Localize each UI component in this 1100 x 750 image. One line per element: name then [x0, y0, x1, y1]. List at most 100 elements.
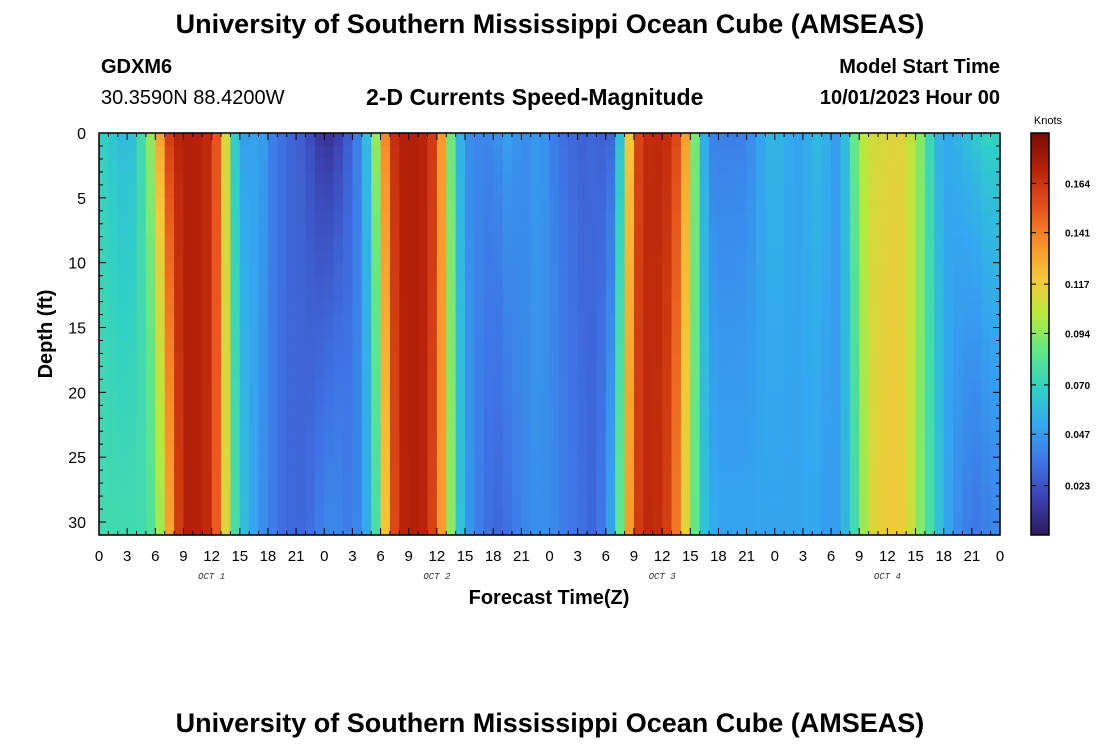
heatmap-cell — [859, 379, 870, 393]
heatmap-cell — [493, 236, 504, 251]
heatmap-cell — [352, 275, 363, 290]
heatmap-cell — [943, 275, 954, 290]
colorbar-tick-label: 0.023 — [1065, 482, 1090, 493]
x-tick-label: 6 — [376, 548, 384, 565]
heatmap-cell — [530, 236, 541, 251]
heatmap-cell — [981, 288, 992, 303]
heatmap-cell — [662, 184, 673, 199]
heatmap-cell — [530, 483, 541, 497]
heatmap-cell — [549, 483, 560, 497]
heatmap-cell — [502, 210, 513, 225]
heatmap-cell — [314, 379, 325, 393]
heatmap-cell — [314, 158, 325, 173]
heatmap-cell — [418, 158, 429, 173]
heatmap-cell — [587, 223, 598, 238]
heatmap-cell — [502, 353, 513, 368]
heatmap-cell — [699, 197, 710, 212]
heatmap-cell — [568, 457, 579, 471]
heatmap-cell — [427, 275, 438, 290]
heatmap-cell — [277, 444, 288, 458]
heatmap-cell — [699, 262, 710, 277]
heatmap-cell — [896, 483, 907, 497]
heatmap-cell — [361, 171, 372, 186]
heatmap-cell — [859, 353, 870, 368]
heatmap-cell — [277, 509, 288, 523]
heatmap-cell — [737, 470, 748, 484]
heatmap-cell — [389, 470, 400, 484]
heatmap-cell — [746, 288, 757, 303]
heatmap-cell — [136, 431, 147, 445]
heatmap-cell — [840, 522, 851, 536]
heatmap-cell — [249, 275, 260, 290]
heatmap-cell — [127, 197, 138, 212]
heatmap-cell — [399, 340, 410, 355]
heatmap-cell — [577, 366, 588, 380]
heatmap-cell — [314, 470, 325, 484]
heatmap-cell — [399, 470, 410, 484]
heatmap-cell — [774, 509, 785, 523]
heatmap-cell — [924, 145, 935, 160]
heatmap-cell — [624, 262, 635, 277]
heatmap-cell — [446, 145, 457, 160]
heatmap-cell — [662, 223, 673, 238]
heatmap-cell — [709, 223, 720, 238]
heatmap-cell — [699, 483, 710, 497]
heatmap-cell — [812, 353, 823, 368]
heatmap-cell — [136, 509, 147, 523]
heatmap-cell — [296, 392, 307, 406]
heatmap-cell — [615, 288, 626, 303]
heatmap-cell — [483, 249, 494, 264]
heatmap-cell — [877, 392, 888, 406]
heatmap-cell — [821, 405, 832, 419]
heatmap-cell — [502, 275, 513, 290]
heatmap-cell — [793, 133, 804, 147]
heatmap-cell — [436, 184, 447, 199]
heatmap-cell — [877, 496, 888, 510]
heatmap-cell — [802, 249, 813, 264]
heatmap-cell — [164, 236, 175, 251]
heatmap-cell — [840, 418, 851, 432]
heatmap-cell — [812, 379, 823, 393]
heatmap-cell — [324, 145, 335, 160]
heatmap-cell — [99, 197, 109, 212]
heatmap-cell — [840, 509, 851, 523]
heatmap-cell — [221, 171, 231, 186]
heatmap-cell — [296, 314, 307, 329]
heatmap-cell — [793, 171, 804, 186]
heatmap-cell — [127, 327, 138, 342]
heatmap-cell — [483, 171, 494, 186]
heatmap-cell — [314, 431, 325, 445]
heatmap-cell — [136, 353, 147, 368]
heatmap-cell — [765, 197, 776, 212]
heatmap-cell — [305, 366, 316, 380]
heatmap-cell — [155, 223, 166, 238]
heatmap-cell — [953, 392, 964, 406]
heatmap-cell — [784, 392, 795, 406]
heatmap-cell — [755, 171, 766, 186]
heatmap-cell — [511, 418, 522, 432]
heatmap-cell — [361, 262, 372, 277]
heatmap-cell — [737, 405, 748, 419]
heatmap-cell — [633, 301, 644, 316]
heatmap-cell — [192, 418, 203, 432]
heatmap-cell — [821, 483, 832, 497]
heatmap-cell — [530, 210, 541, 225]
heatmap-cell — [540, 236, 551, 251]
heatmap-cell — [887, 444, 898, 458]
heatmap-cell — [755, 184, 766, 199]
heatmap-cell — [896, 353, 907, 368]
heatmap-cell — [755, 223, 766, 238]
heatmap-cell — [765, 418, 776, 432]
heatmap-cell — [840, 133, 851, 147]
heatmap-cell — [155, 314, 166, 329]
heatmap-cell — [530, 158, 541, 173]
heatmap-cell — [953, 405, 964, 419]
heatmap-cell — [981, 483, 992, 497]
heatmap-cell — [709, 457, 720, 471]
heatmap-cell — [371, 184, 382, 199]
heatmap-cell — [877, 184, 888, 199]
heatmap-cell — [633, 483, 644, 497]
heatmap-cell — [277, 145, 288, 160]
heatmap-cell — [530, 405, 541, 419]
heatmap-cell — [230, 327, 241, 342]
